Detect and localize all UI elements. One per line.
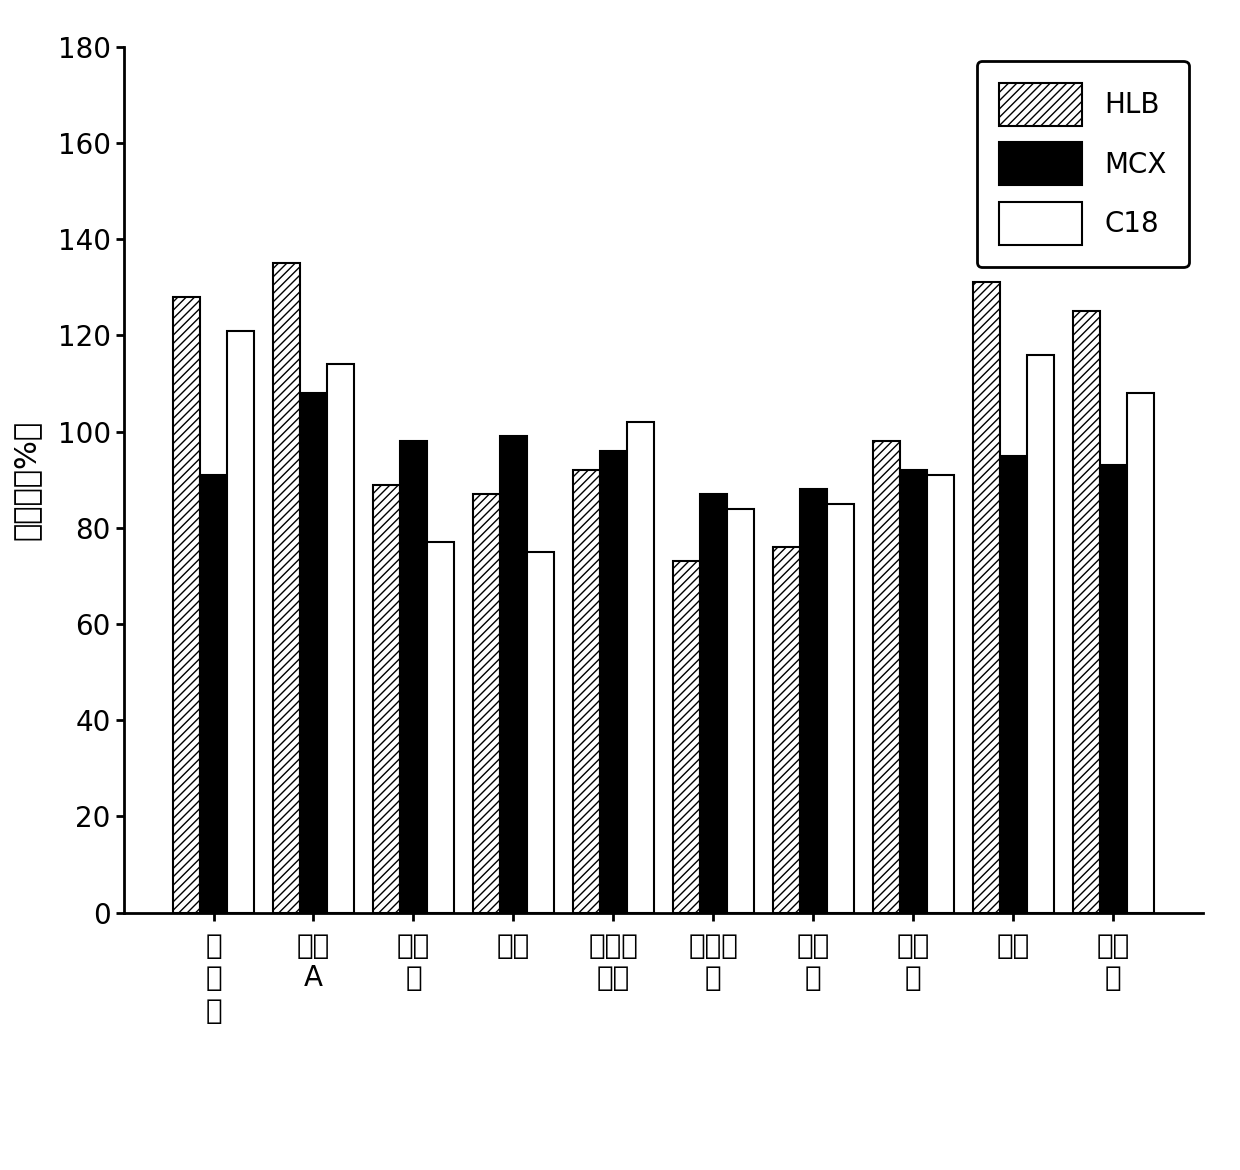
Bar xyxy=(900,470,926,913)
Bar xyxy=(300,393,327,913)
Bar xyxy=(999,455,1027,913)
Bar xyxy=(472,494,500,913)
Bar xyxy=(800,489,827,913)
Bar xyxy=(699,494,727,913)
Bar xyxy=(600,450,627,913)
Bar xyxy=(1073,311,1100,913)
Bar xyxy=(627,422,653,913)
Bar xyxy=(1100,466,1127,913)
Bar xyxy=(200,475,227,913)
Bar xyxy=(227,331,254,913)
Bar xyxy=(1127,393,1153,913)
Bar xyxy=(273,263,300,913)
Bar xyxy=(527,552,554,913)
Bar xyxy=(827,504,854,913)
Bar xyxy=(327,364,353,913)
Y-axis label: 回收率（%）: 回收率（%） xyxy=(12,420,41,539)
Bar xyxy=(174,297,200,913)
Bar xyxy=(401,441,427,913)
Bar xyxy=(773,548,800,913)
Legend: HLB, MCX, C18: HLB, MCX, C18 xyxy=(977,61,1189,267)
Bar xyxy=(727,509,754,913)
Bar xyxy=(973,282,999,913)
Bar xyxy=(427,542,454,913)
Bar xyxy=(926,475,954,913)
Bar xyxy=(573,470,600,913)
Bar xyxy=(673,562,699,913)
Bar xyxy=(373,484,401,913)
Bar xyxy=(500,436,527,913)
Bar xyxy=(873,441,900,913)
Bar xyxy=(1027,355,1054,913)
